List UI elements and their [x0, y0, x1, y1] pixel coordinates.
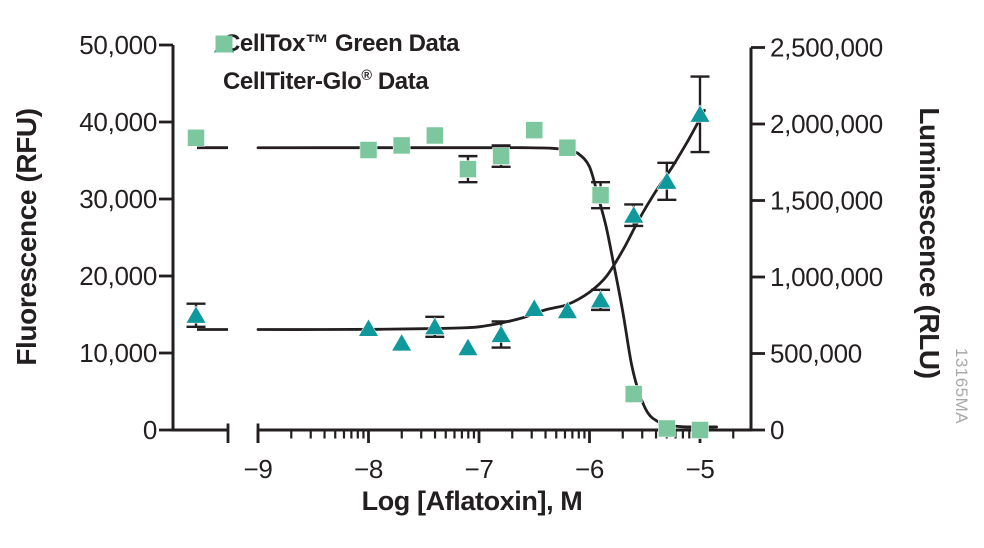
right-axis-tick-label: 1,500,000	[770, 186, 883, 216]
data-point-marker-square	[492, 147, 510, 165]
legend-item-celltox: CellTox™ Green Data	[210, 30, 460, 57]
right-axis-tick-label: 0	[770, 415, 784, 445]
data-point-marker-triangle	[391, 333, 413, 352]
x-axis-tick-label: −8	[354, 454, 383, 484]
data-point-marker-triangle	[424, 316, 446, 335]
data-point-marker-triangle	[358, 318, 379, 337]
data-point-marker-square	[359, 141, 378, 159]
legend-label-celltox: CellTox™ Green Data	[223, 30, 460, 57]
data-point-marker-triangle	[689, 104, 711, 123]
data-point-marker-square	[425, 126, 444, 145]
data-point-marker-triangle	[590, 289, 612, 309]
data-point-marker-triangle	[623, 205, 645, 224]
left-axis-tick-label: 20,000	[79, 261, 157, 291]
fit-curve-1	[256, 146, 718, 429]
y-axis-title-right: Luminescence (RLU)	[914, 107, 945, 379]
right-axis-tick-label: 1,000,000	[770, 262, 883, 292]
data-point-marker-triangle	[656, 171, 678, 190]
legend-label-cellglo: CellTiter-Glo® Data	[223, 68, 429, 95]
square-marker-icon	[215, 35, 233, 53]
data-point-marker-triangle	[457, 337, 479, 356]
fit-curve-0	[256, 109, 706, 331]
x-axis-tick-label: −6	[575, 454, 604, 484]
data-point-marker-square	[187, 128, 205, 147]
left-axis-tick-label: 40,000	[79, 107, 157, 137]
right-axis-tick-label: 2,000,000	[770, 109, 883, 139]
watermark: 13165MA	[952, 347, 971, 425]
data-point-marker-square	[392, 136, 411, 155]
data-point-marker-square	[459, 160, 477, 178]
left-axis-tick-label: 50,000	[79, 30, 157, 60]
data-point-marker-square	[558, 138, 577, 157]
left-axis-tick-label: 0	[143, 415, 157, 445]
left-axis-tick-label: 10,000	[79, 338, 157, 368]
data-point-marker-square	[691, 421, 709, 439]
right-axis-tick-label: 500,000	[770, 339, 862, 369]
data-point-marker-triangle	[490, 324, 512, 343]
x-axis-tick-label: −7	[464, 454, 493, 484]
data-point-marker-square	[525, 121, 544, 139]
data-point-marker-triangle	[556, 300, 578, 319]
data-point-marker-triangle	[523, 298, 545, 317]
data-point-marker-square	[624, 385, 643, 403]
data-point-marker-triangle	[185, 305, 207, 324]
y-axis-title-left: Fluorescence (RFU)	[11, 108, 42, 366]
x-axis-tick-label: −5	[685, 454, 714, 484]
data-point-marker-square	[658, 419, 676, 438]
right-axis-tick-label: 2,500,000	[770, 33, 883, 63]
x-axis-title: Log [Aflatoxin], M	[361, 486, 583, 516]
legend-item-cellglo: CellTiter-Glo® Data	[210, 35, 459, 95]
x-axis-tick-label: −9	[243, 454, 272, 484]
left-axis-tick-label: 30,000	[79, 184, 157, 214]
data-point-marker-square	[591, 186, 610, 204]
legend: CellTox™ Green Data CellTiter-Glo® Data	[210, 30, 460, 95]
